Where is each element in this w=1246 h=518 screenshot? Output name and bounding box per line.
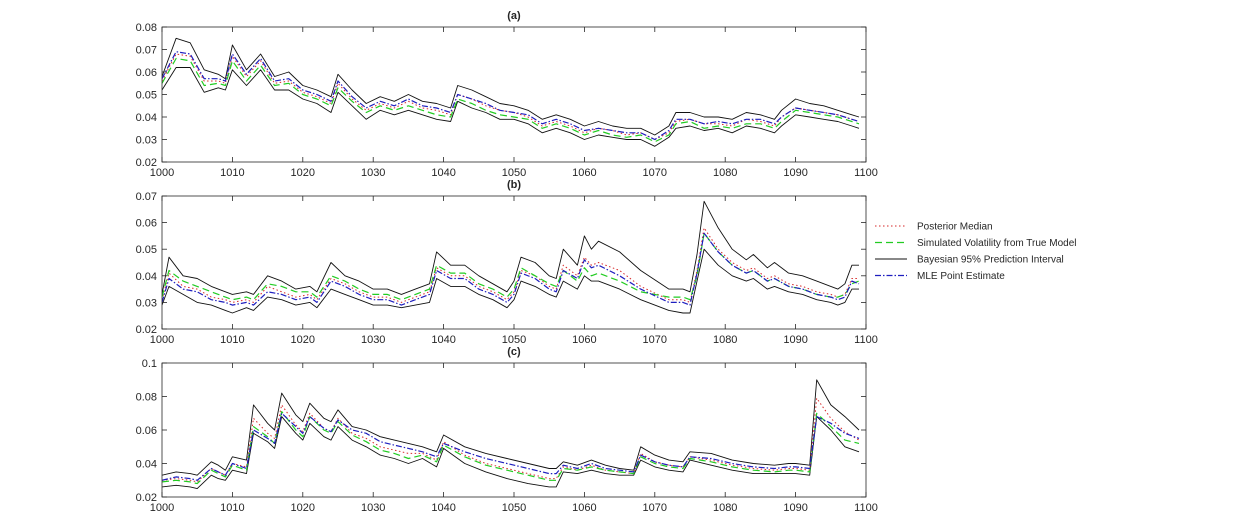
x-tick-label: 1050 (502, 167, 526, 179)
panel-title: (b) (507, 179, 521, 191)
x-tick-label: 1070 (643, 502, 667, 514)
x-tick-label: 1000 (150, 167, 174, 179)
chart-panel: (c) 1000 1010 1020 1030 1040 1050 1060 1070 1080 1… (136, 346, 878, 514)
y-tick-label: 0.02 (136, 157, 157, 169)
legend-item-mle: MLE Point Estimate (875, 271, 1005, 282)
x-tick-label: 1080 (713, 167, 737, 179)
y-tick-label: 0.07 (136, 191, 157, 203)
series-line-median (162, 227, 859, 303)
x-tick-label: 1050 (502, 502, 526, 514)
series-line-median (162, 397, 860, 483)
x-tick-label: 1000 (150, 334, 174, 346)
y-tick-label: 0.05 (136, 244, 157, 256)
x-tick-label: 1100 (854, 167, 878, 179)
x-tick-label: 1090 (783, 334, 807, 346)
legend: Posterior Median Simulated Volatility fro… (875, 222, 1077, 282)
panel-title: (a) (507, 10, 521, 22)
x-tick-label: 1070 (643, 167, 667, 179)
chart-panel: (b) 1000 1010 1020 1030 1040 1050 1060 1070 1080 1… (136, 179, 878, 346)
panel-title: (c) (507, 346, 521, 358)
x-tick-label: 1030 (361, 334, 385, 346)
x-tick-label: 1040 (431, 167, 455, 179)
series-line-upper (162, 37, 860, 136)
y-tick-label: 0.08 (136, 22, 157, 34)
series-line-lower (162, 248, 859, 314)
y-tick-label: 0.04 (136, 459, 157, 471)
y-tick-label: 0.02 (136, 492, 157, 504)
y-tick-label: 0.03 (136, 297, 157, 309)
x-tick-label: 1020 (291, 502, 315, 514)
x-tick-label: 1090 (783, 167, 807, 179)
x-tick-label: 1030 (361, 167, 385, 179)
y-tick-label: 0.06 (136, 218, 157, 230)
y-tick-label: 0.04 (136, 112, 157, 124)
y-tick-label: 0.07 (136, 45, 157, 57)
x-tick-label: 1000 (150, 502, 174, 514)
y-tick-label: 0.06 (136, 425, 157, 437)
x-tick-label: 1030 (361, 502, 385, 514)
x-tick-label: 1040 (431, 502, 455, 514)
x-tick-label: 1060 (572, 502, 596, 514)
x-tick-label: 1010 (220, 334, 244, 346)
x-tick-label: 1080 (713, 334, 737, 346)
series-line-lower (162, 416, 860, 490)
y-tick-label: 0.03 (136, 135, 157, 147)
x-tick-label: 1070 (643, 334, 667, 346)
chart-panels: (a) 1000 1010 1020 1030 1040 1050 1060 1070 1080 1… (136, 10, 878, 514)
y-tick-label: 0.08 (136, 392, 157, 404)
y-tick-label: 0.05 (136, 90, 157, 102)
series-line-mle (162, 232, 860, 306)
legend-label: MLE Point Estimate (917, 271, 1005, 282)
series-line-upper (162, 379, 860, 476)
x-tick-label: 1100 (854, 334, 878, 346)
legend-item-true: Simulated Volatility from True Model (875, 238, 1077, 249)
x-tick-label: 1010 (220, 167, 244, 179)
series-line-true (162, 411, 860, 485)
y-tick-label: 0.1 (142, 358, 157, 370)
legend-item-band: Bayesian 95% Prediction Interval (875, 255, 1064, 266)
legend-label: Posterior Median (917, 222, 993, 233)
y-tick-label: 0.04 (136, 271, 157, 283)
x-tick-label: 1080 (713, 502, 737, 514)
legend-item-median: Posterior Median (875, 222, 993, 233)
x-tick-label: 1020 (291, 334, 315, 346)
series-line-upper (162, 200, 859, 295)
x-tick-label: 1090 (783, 502, 807, 514)
x-tick-label: 1040 (431, 334, 455, 346)
series-line-mle (162, 51, 860, 141)
series-group (162, 200, 860, 314)
chart-panel: (a) 1000 1010 1020 1030 1040 1050 1060 1070 1080 1… (136, 10, 878, 179)
x-tick-label: 1010 (220, 502, 244, 514)
x-tick-label: 1020 (291, 167, 315, 179)
legend-label: Bayesian 95% Prediction Interval (917, 255, 1064, 266)
series-group (162, 37, 860, 147)
x-tick-label: 1050 (502, 334, 526, 346)
series-group (162, 379, 860, 490)
x-tick-label: 1060 (572, 167, 596, 179)
series-line-lower (162, 67, 860, 147)
x-tick-label: 1100 (854, 502, 878, 514)
legend-label: Simulated Volatility from True Model (917, 238, 1077, 249)
y-tick-label: 0.02 (136, 324, 157, 336)
x-tick-label: 1060 (572, 334, 596, 346)
y-tick-label: 0.06 (136, 67, 157, 79)
series-line-true (162, 57, 860, 143)
